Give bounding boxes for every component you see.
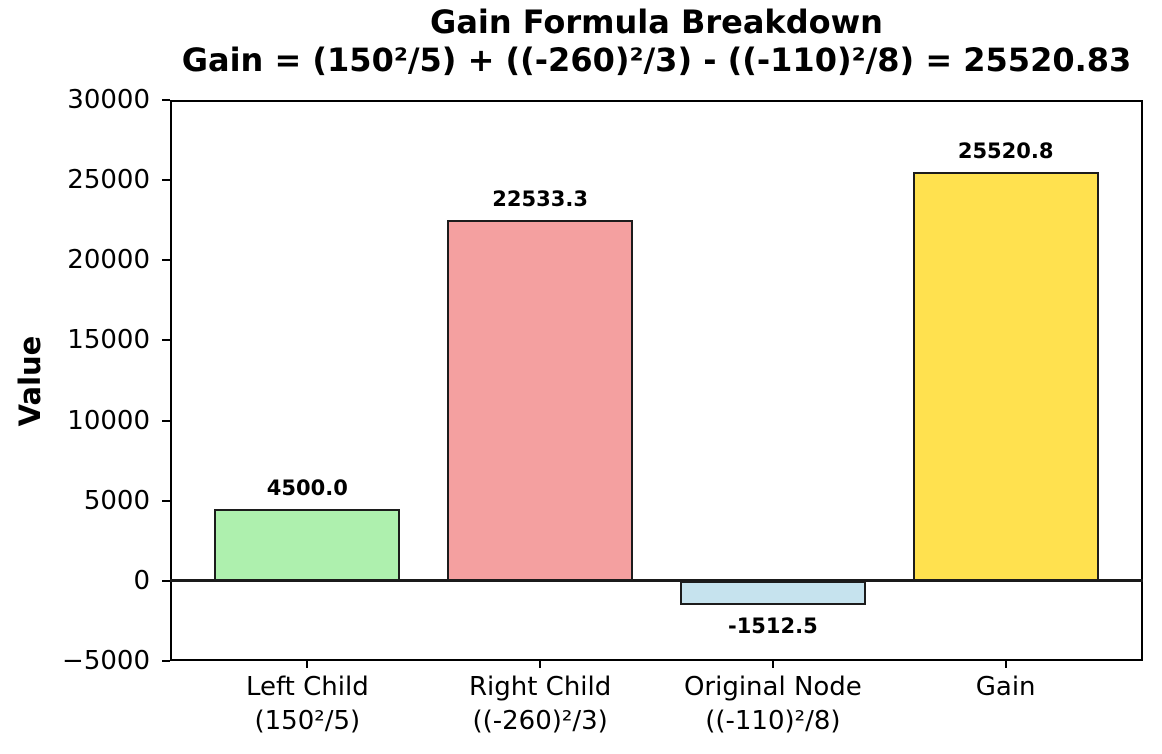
- bar-left-child: [214, 508, 401, 581]
- y-tick-mark: [162, 339, 170, 342]
- y-tick-mark: [162, 660, 170, 662]
- y-tick-mark: [162, 99, 170, 101]
- y-tick-label: 0: [133, 565, 150, 596]
- x-tick-mark: [539, 661, 542, 668]
- chart-title: Gain Formula Breakdown Gain = (150²/5) +…: [170, 3, 1143, 79]
- x-category-label: Original Node ((-110)²/8): [683, 672, 862, 736]
- chart-title-line1: Gain Formula Breakdown: [430, 3, 883, 41]
- y-tick-mark: [162, 179, 170, 182]
- y-tick-mark: [162, 499, 170, 502]
- y-tick-label: −5000: [62, 646, 150, 676]
- bar-value-label: 22533.3: [492, 186, 588, 211]
- bar-right-child: [447, 219, 634, 581]
- y-tick-label: 15000: [67, 325, 150, 356]
- x-category-label: Gain: [975, 672, 1036, 702]
- x-tick-mark: [771, 661, 774, 668]
- y-tick-label: 25000: [67, 165, 150, 196]
- chart-title-line2: Gain = (150²/5) + ((-260)²/3) - ((-110)²…: [181, 41, 1132, 79]
- x-tick-mark: [306, 661, 309, 668]
- plot-area: [170, 100, 1143, 661]
- y-tick-label: 20000: [67, 245, 150, 276]
- x-tick-mark: [1004, 661, 1007, 668]
- y-tick-mark: [162, 419, 170, 422]
- y-tick-mark: [162, 259, 170, 262]
- zero-baseline: [170, 579, 1143, 583]
- y-tick-label: 5000: [83, 485, 150, 516]
- y-tick-mark: [162, 579, 170, 582]
- y-tick-label: 30000: [67, 85, 150, 115]
- bar-value-label: 4500.0: [266, 475, 348, 500]
- y-tick-label: 10000: [67, 405, 150, 436]
- bar-value-label: 25520.8: [957, 138, 1054, 163]
- bar-value-label: -1512.5: [727, 614, 818, 639]
- x-category-label: Right Child ((-260)²/3): [468, 672, 612, 736]
- bar-gain: [912, 171, 1099, 581]
- x-category-label: Left Child (150²/5): [245, 672, 369, 736]
- bar-original-node: [679, 580, 866, 606]
